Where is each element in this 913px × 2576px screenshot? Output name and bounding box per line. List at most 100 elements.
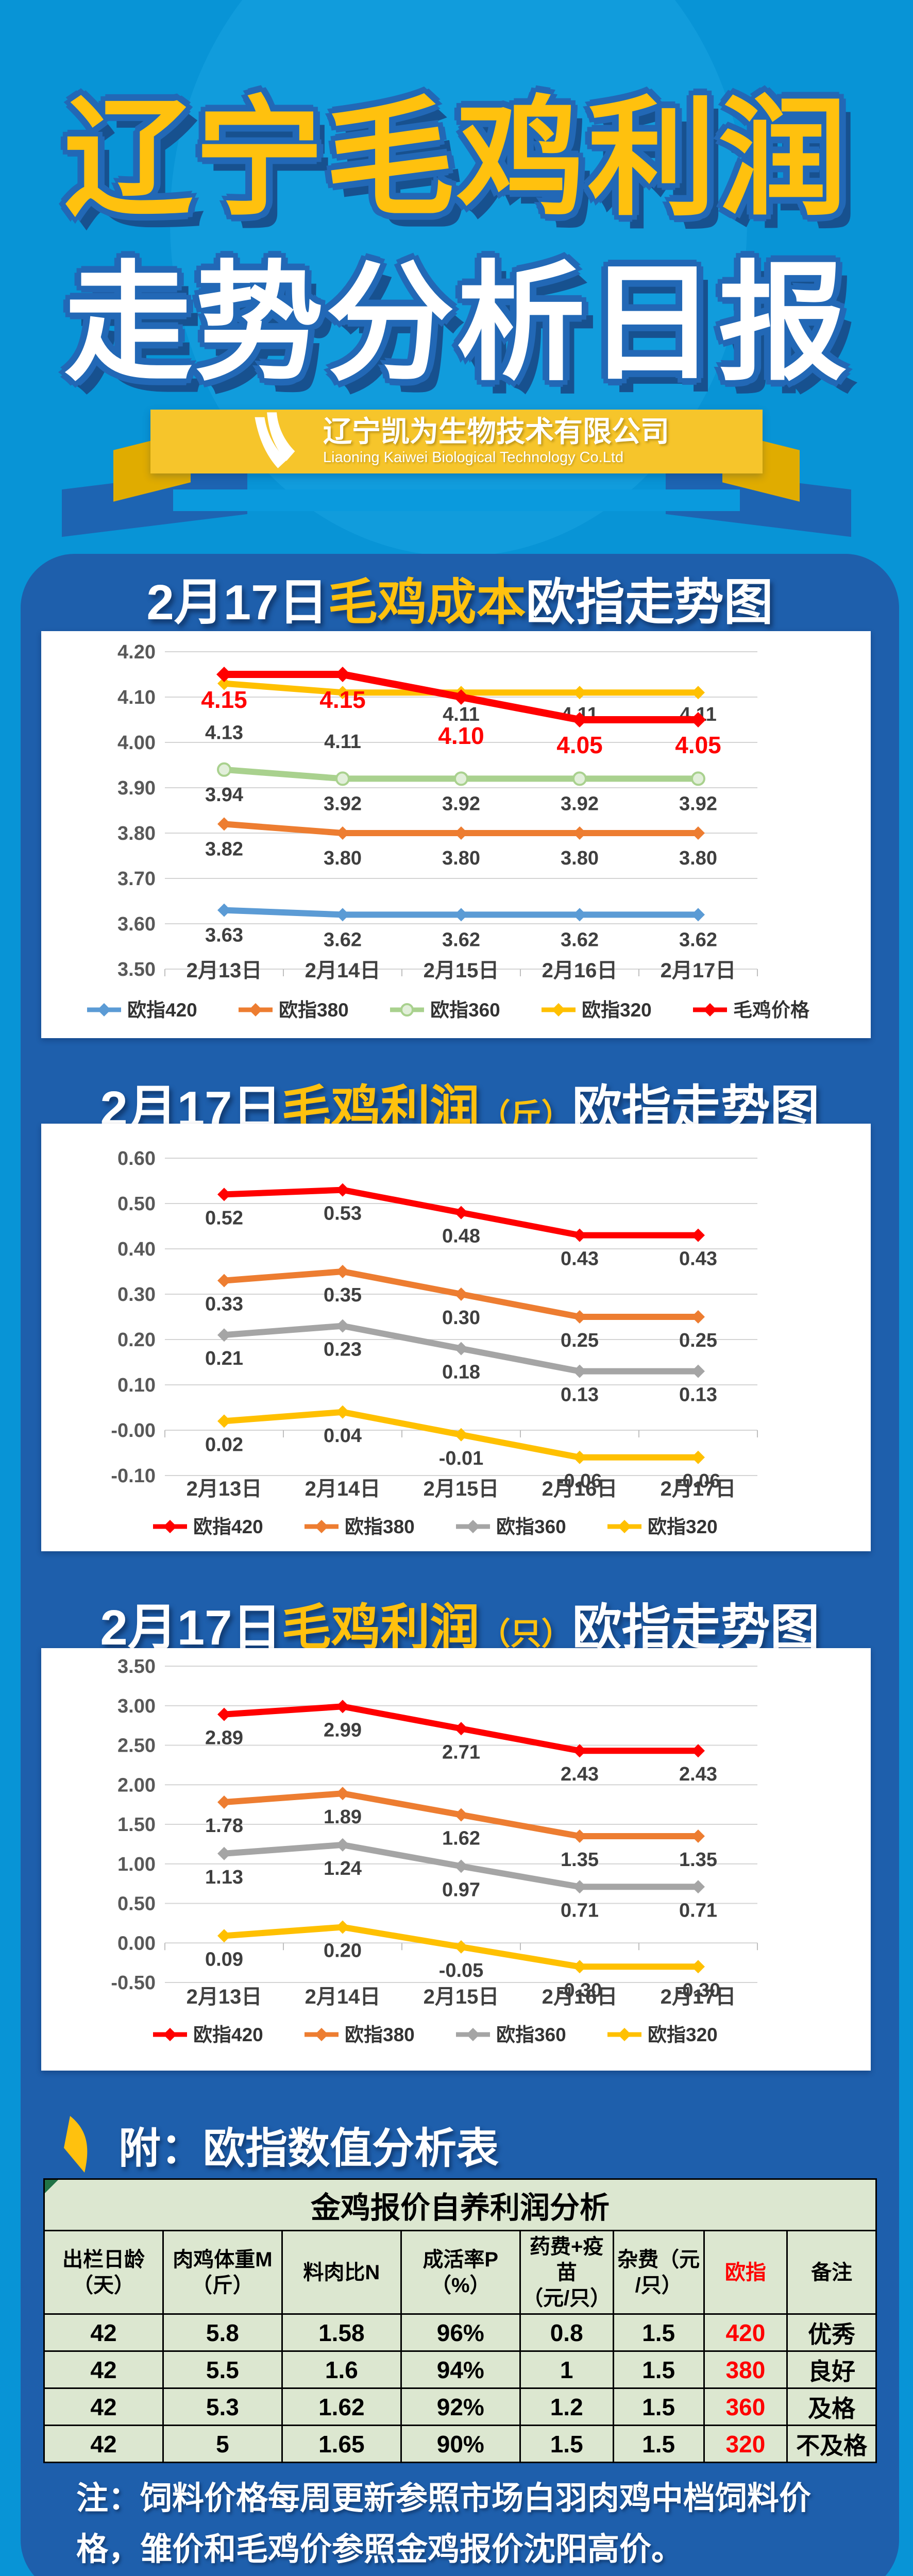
table-cell: 1.58 bbox=[281, 2313, 402, 2352]
content-panel: 2月17日毛鸡成本欧指走势图 4.20 4.10 4.00 3.90 3.80 3.70 3… bbox=[21, 554, 899, 2576]
data-value-label: 1.89 bbox=[324, 1806, 362, 1828]
table-header-cell: 肉鸡体重M （斤） bbox=[162, 2230, 283, 2315]
title-prefix: 2月17日 bbox=[100, 1600, 282, 1655]
legend-label: 欧指380 bbox=[345, 2024, 415, 2045]
table-cell: 42 bbox=[43, 2425, 164, 2463]
data-value-label: 0.21 bbox=[205, 1348, 243, 1369]
data-point bbox=[217, 1929, 231, 1943]
data-point bbox=[691, 1880, 705, 1894]
footnote-text: 注：饲料价格每周更新参照市场白羽肉鸡中档饲料价格，雏价和毛鸡价参照金鸡报价沈阳高… bbox=[76, 2481, 811, 2568]
data-value-label: 3.92 bbox=[679, 793, 717, 815]
x-category-label: 2月15日 bbox=[424, 1478, 499, 1500]
data-value-label: 1.35 bbox=[679, 1849, 717, 1871]
data-point bbox=[336, 1700, 349, 1714]
table-cell: 1.5 bbox=[612, 2313, 705, 2352]
title-highlight: 毛鸡成本 bbox=[328, 575, 526, 630]
profit-zhi-line-chart: 3.50 3.00 2.50 2.00 1.50 1.00 0.50 0.00 -0.50 2月1… bbox=[111, 1656, 758, 2045]
data-value-label: 3.82 bbox=[205, 838, 243, 860]
data-value-label: 4.13 bbox=[205, 722, 243, 744]
table-row: 42 5.3 1.62 92% 1.2 1.5 360 及格 bbox=[43, 2387, 877, 2426]
data-point bbox=[454, 1287, 468, 1301]
data-point bbox=[454, 771, 468, 786]
x-category-label: 2月17日 bbox=[661, 1986, 736, 2008]
data-value-label: 0.35 bbox=[324, 1284, 362, 1306]
yellow-arrow-icon bbox=[64, 2115, 88, 2173]
data-value-label: 3.92 bbox=[324, 793, 362, 815]
data-value-label: -0.30 bbox=[676, 1979, 721, 2001]
data-value-label: 1.24 bbox=[324, 1858, 362, 1879]
y-tick-label: 0.50 bbox=[117, 1893, 156, 1915]
x-category-label: 2月16日 bbox=[542, 1986, 618, 2008]
table-cell: 1 bbox=[519, 2350, 614, 2389]
table-cell: 1.5 bbox=[612, 2425, 705, 2463]
legend-marker bbox=[97, 1003, 111, 1016]
data-point bbox=[573, 1829, 586, 1843]
data-value-label: 0.33 bbox=[205, 1294, 243, 1315]
table-cell: 42 bbox=[43, 2313, 164, 2352]
table-cell: 5.5 bbox=[162, 2350, 283, 2389]
table-cell: 42 bbox=[43, 2387, 164, 2426]
data-point bbox=[454, 1859, 468, 1873]
main-title-line2: 走势分析日报 bbox=[64, 251, 849, 395]
data-point bbox=[573, 686, 586, 700]
data-value-label: 0.52 bbox=[205, 1207, 243, 1229]
legend-label: 欧指420 bbox=[193, 1516, 263, 1537]
table-header-cell: 料肉比N bbox=[281, 2230, 402, 2315]
data-value-label: 0.09 bbox=[205, 1948, 243, 1970]
company-name-en: Liaoning Kaiwei Biological Technology Co… bbox=[323, 449, 624, 466]
data-value-label: 4.10 bbox=[438, 722, 484, 749]
title-suffix: 欧指走势图 bbox=[572, 1600, 820, 1655]
data-value-label: 0.71 bbox=[561, 1900, 599, 1921]
legend-label: 欧指380 bbox=[279, 999, 349, 1021]
data-point bbox=[336, 1787, 349, 1801]
data-value-label: 3.92 bbox=[442, 793, 480, 815]
y-tick-label: 0.50 bbox=[117, 1193, 156, 1215]
table-cell: 1.5 bbox=[519, 2425, 614, 2463]
table-header-cell: 药费+疫苗 （元/只） bbox=[519, 2230, 614, 2315]
data-value-label: -0.30 bbox=[557, 1979, 602, 2001]
data-point bbox=[217, 1188, 231, 1201]
data-point bbox=[217, 1846, 231, 1860]
data-value-label: -0.05 bbox=[439, 1960, 484, 1981]
legend-label: 毛鸡价格 bbox=[733, 999, 810, 1021]
legend-label: 欧指360 bbox=[496, 2024, 566, 2045]
main-title-line1: 辽宁毛鸡利润 bbox=[64, 87, 849, 230]
x-category-label: 2月16日 bbox=[542, 959, 618, 982]
data-value-label: 0.53 bbox=[324, 1203, 362, 1225]
data-point bbox=[336, 1838, 349, 1852]
data-point bbox=[336, 1265, 349, 1278]
x-category-label: 2月14日 bbox=[305, 959, 381, 982]
data-point bbox=[691, 1364, 705, 1378]
table-cell: 42 bbox=[43, 2350, 164, 2389]
table-cell: 380 bbox=[703, 2350, 788, 2389]
title-unit: （只） bbox=[479, 1617, 572, 1651]
table-corner-mark-decor bbox=[45, 2180, 58, 2193]
data-point bbox=[573, 1310, 586, 1324]
table-cell: 0.8 bbox=[519, 2313, 614, 2352]
table-cell: 420 bbox=[703, 2313, 788, 2352]
y-tick-label: -0.10 bbox=[111, 1465, 156, 1487]
data-point bbox=[573, 826, 586, 840]
legend-marker bbox=[315, 2028, 328, 2041]
table-title-row: 金鸡报价自养利润分析 bbox=[43, 2178, 877, 2231]
data-point bbox=[454, 1940, 468, 1954]
table-cell: 及格 bbox=[786, 2387, 877, 2426]
x-category-label: 2月13日 bbox=[187, 959, 262, 982]
data-point bbox=[573, 1960, 586, 1974]
y-tick-label: 1.00 bbox=[117, 1854, 156, 1875]
x-category-label: 2月17日 bbox=[661, 1478, 736, 1500]
legend-marker bbox=[163, 1520, 177, 1533]
data-point bbox=[691, 686, 705, 700]
profit-analysis-table: 金鸡报价自养利润分析 出栏日龄 （天） 肉鸡体重M （斤） 料肉比N 成活率P （%）药… bbox=[43, 2178, 877, 2463]
profit-jin-line-chart: 0.60 0.50 0.40 0.30 0.20 0.10 -0.00 -0.10 2月13日 2… bbox=[111, 1148, 758, 1537]
data-point bbox=[572, 771, 587, 786]
table-header-cell: 欧指 bbox=[703, 2230, 788, 2315]
x-category-label: 2月13日 bbox=[187, 1986, 262, 2008]
analysis-table-heading: 附：欧指数值分析表 bbox=[61, 2114, 499, 2175]
data-point bbox=[454, 826, 468, 840]
table-cell: 96% bbox=[400, 2313, 521, 2352]
data-point bbox=[691, 1228, 705, 1242]
title-highlight: 毛鸡利润 bbox=[281, 1600, 480, 1655]
table-cell: 优秀 bbox=[786, 2313, 877, 2352]
